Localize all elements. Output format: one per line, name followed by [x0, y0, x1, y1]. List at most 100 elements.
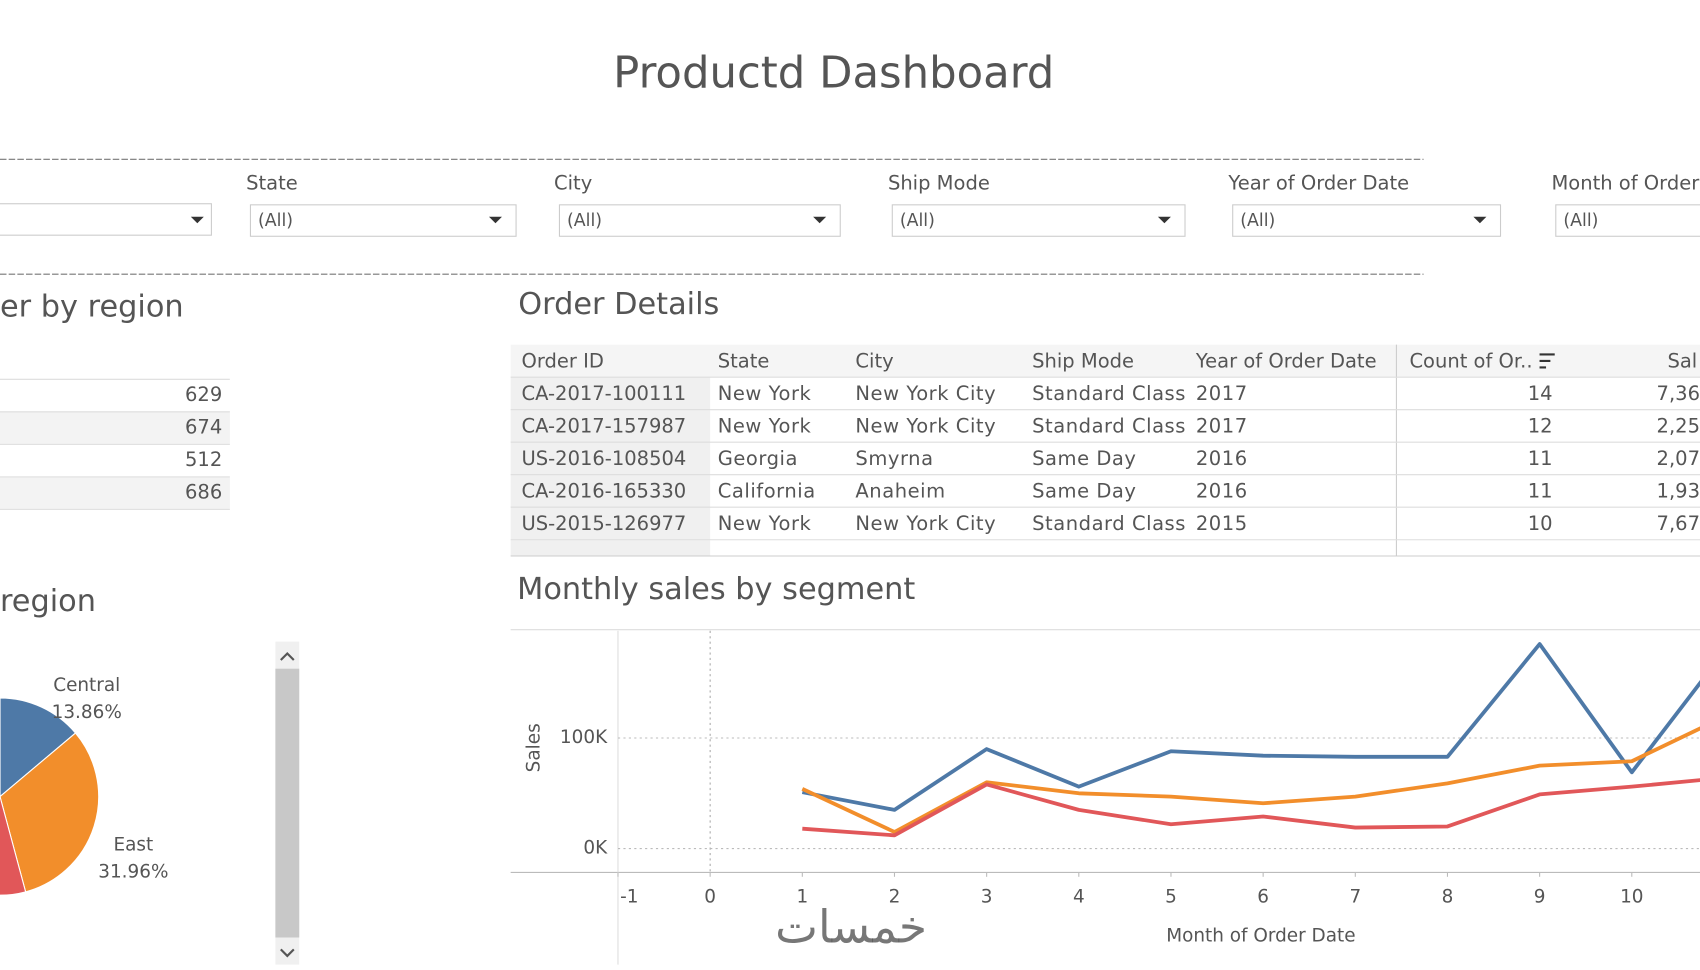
scrollbar-thumb[interactable] [275, 668, 300, 938]
cell: CA-2016-165330 [521, 480, 686, 503]
x-tick-label: 5 [1165, 886, 1177, 907]
y-tick-label: 100K [560, 727, 608, 748]
scroll-up[interactable] [280, 651, 295, 661]
cell: 629 [185, 383, 222, 406]
filter-dropdown[interactable] [1232, 204, 1502, 237]
filter-dropdown[interactable] [891, 204, 1186, 237]
pie-slice [0, 697, 77, 798]
x-tick-label: 6 [1257, 886, 1269, 907]
dropdown-arrow [1473, 216, 1487, 224]
filter-label: Month of Order [1551, 172, 1700, 195]
pie-slice [0, 732, 100, 893]
filter-value: (All) [1563, 211, 1598, 231]
filter-label: State [246, 172, 298, 195]
line-series [801, 726, 1700, 834]
pie-label: Central [53, 675, 120, 696]
section-title: Monthly sales by segment [517, 572, 915, 607]
dashboard-title: Productd Dashboard [613, 48, 1054, 98]
y-axis-label: Sales [524, 723, 545, 772]
cell: US-2016-108504 [521, 447, 686, 470]
x-tick-label: 2 [889, 886, 901, 907]
column-header: City [855, 349, 893, 372]
cell: Standard Class [1032, 382, 1186, 405]
column-header: Year of Order Date [1195, 349, 1377, 372]
cell: 2016 [1196, 480, 1248, 503]
filter-dropdown[interactable] [249, 204, 517, 237]
cell: 686 [185, 481, 222, 504]
x-tick-label: 0 [704, 886, 716, 907]
cell: 1,93 [1657, 480, 1700, 503]
cell: New York [718, 382, 812, 405]
row-band [0, 411, 230, 445]
pie-value-label: 31.96% [98, 861, 168, 882]
filter-dropdown[interactable] [1555, 204, 1700, 237]
column-header: State [718, 349, 770, 372]
filter-value: (All) [1240, 211, 1275, 231]
column-header: Sal [1667, 349, 1697, 372]
cell: 2015 [1196, 512, 1248, 535]
sort-icon [1539, 353, 1555, 369]
cell: Georgia [718, 447, 798, 470]
cell: 12 [1528, 415, 1553, 438]
cell: 2,25 [1657, 415, 1700, 438]
cell: New York City [855, 415, 996, 438]
dropdown-arrow [190, 216, 204, 224]
x-tick-label: 10 [1620, 886, 1643, 907]
x-tick-label: 8 [1442, 886, 1454, 907]
cell: 2017 [1196, 415, 1248, 438]
pie-slice [0, 795, 27, 896]
cell: 11 [1528, 447, 1553, 470]
cell: Standard Class [1032, 415, 1186, 438]
cell: New York [718, 512, 812, 535]
filter-label: Year of Order Date [1227, 172, 1409, 195]
watermark: خمسات [775, 900, 927, 953]
cell: California [718, 480, 816, 503]
x-axis-label: Month of Order Date [1166, 925, 1355, 946]
dropdown-arrow [813, 216, 827, 224]
cell: 14 [1528, 382, 1553, 405]
cell: New York City [855, 382, 996, 405]
dropdown-arrow [1157, 216, 1171, 224]
header-row [510, 344, 1700, 378]
section-title: er by region [0, 289, 184, 324]
cell: CA-2017-100111 [521, 382, 686, 405]
line-series [802, 778, 1700, 838]
pie-value-label: 13.86% [52, 702, 122, 723]
cell: 7,36 [1657, 382, 1700, 405]
cell: Same Day [1032, 480, 1136, 503]
cell: 674 [185, 416, 222, 439]
filter-value: (All) [900, 211, 935, 231]
filter-dropdown[interactable] [558, 204, 841, 237]
scroll-down[interactable] [280, 948, 295, 958]
filter-label: City [554, 172, 592, 195]
cell: 2,07 [1657, 447, 1700, 470]
cell: 2017 [1196, 382, 1248, 405]
cell: 7,67 [1657, 512, 1700, 535]
x-tick-label: 4 [1073, 886, 1085, 907]
id-column [510, 377, 711, 556]
cell: New York City [855, 512, 996, 535]
cell: 11 [1528, 480, 1553, 503]
x-tick-label: -1 [620, 886, 638, 907]
filter-dropdown[interactable] [0, 203, 212, 236]
filter-value: (All) [567, 211, 602, 231]
cell: 512 [185, 448, 222, 471]
pie-label: East [113, 834, 153, 855]
cell: Smyrna [855, 447, 933, 470]
filter-value: (All) [258, 211, 293, 231]
cell: 2016 [1196, 447, 1248, 470]
x-tick-label: 9 [1534, 886, 1546, 907]
cell: New York [718, 415, 812, 438]
cell: 10 [1528, 512, 1553, 535]
row-band [0, 476, 230, 510]
x-tick-label: 1 [796, 886, 808, 907]
column-header: Order ID [521, 349, 603, 372]
section-title: region [0, 584, 96, 619]
column-header: Count of Or.. [1409, 349, 1532, 372]
y-tick-label: 0K [583, 838, 608, 859]
dropdown-arrow [488, 216, 502, 224]
section-title: Order Details [518, 287, 719, 322]
column-header: Ship Mode [1032, 349, 1134, 372]
